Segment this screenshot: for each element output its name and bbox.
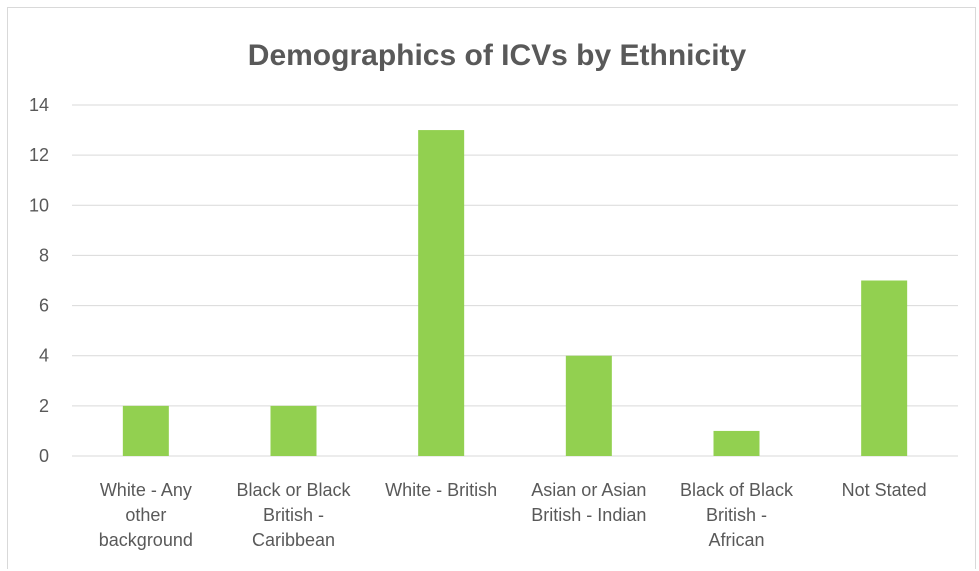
chart-frame (7, 7, 976, 569)
x-axis-category-labels: White - Any other background Black or Black… (99, 480, 927, 550)
bars (122, 130, 908, 457)
x-category-label: Black or Black British -Caribbean (236, 480, 351, 550)
bar (418, 130, 465, 457)
gridlines (72, 104, 958, 457)
y-tick-label: 6 (39, 296, 49, 316)
bar (861, 280, 908, 456)
y-tick-label: 14 (29, 95, 49, 115)
y-tick-label: 12 (29, 145, 49, 165)
y-tick-label: 10 (29, 195, 49, 215)
chart-title: Demographics of ICVs by Ethnicity (248, 39, 747, 72)
x-category-label: Asian or Asian British - Indian (531, 480, 646, 525)
y-tick-label: 4 (39, 346, 49, 366)
y-axis-tick-labels: 0 2 4 6 8 10 12 14 (29, 95, 49, 466)
bar (270, 405, 317, 456)
y-tick-label: 0 (39, 446, 49, 466)
x-category-label: Black of Black British -African (680, 480, 794, 550)
y-tick-label: 8 (39, 245, 49, 265)
x-category-label: Not Stated (842, 480, 927, 500)
bar (565, 355, 612, 456)
y-tick-label: 2 (39, 396, 49, 416)
x-category-label: White - Any other background (99, 480, 193, 550)
bar (122, 405, 169, 456)
x-category-label: White - British (385, 480, 497, 500)
bar (713, 430, 760, 456)
